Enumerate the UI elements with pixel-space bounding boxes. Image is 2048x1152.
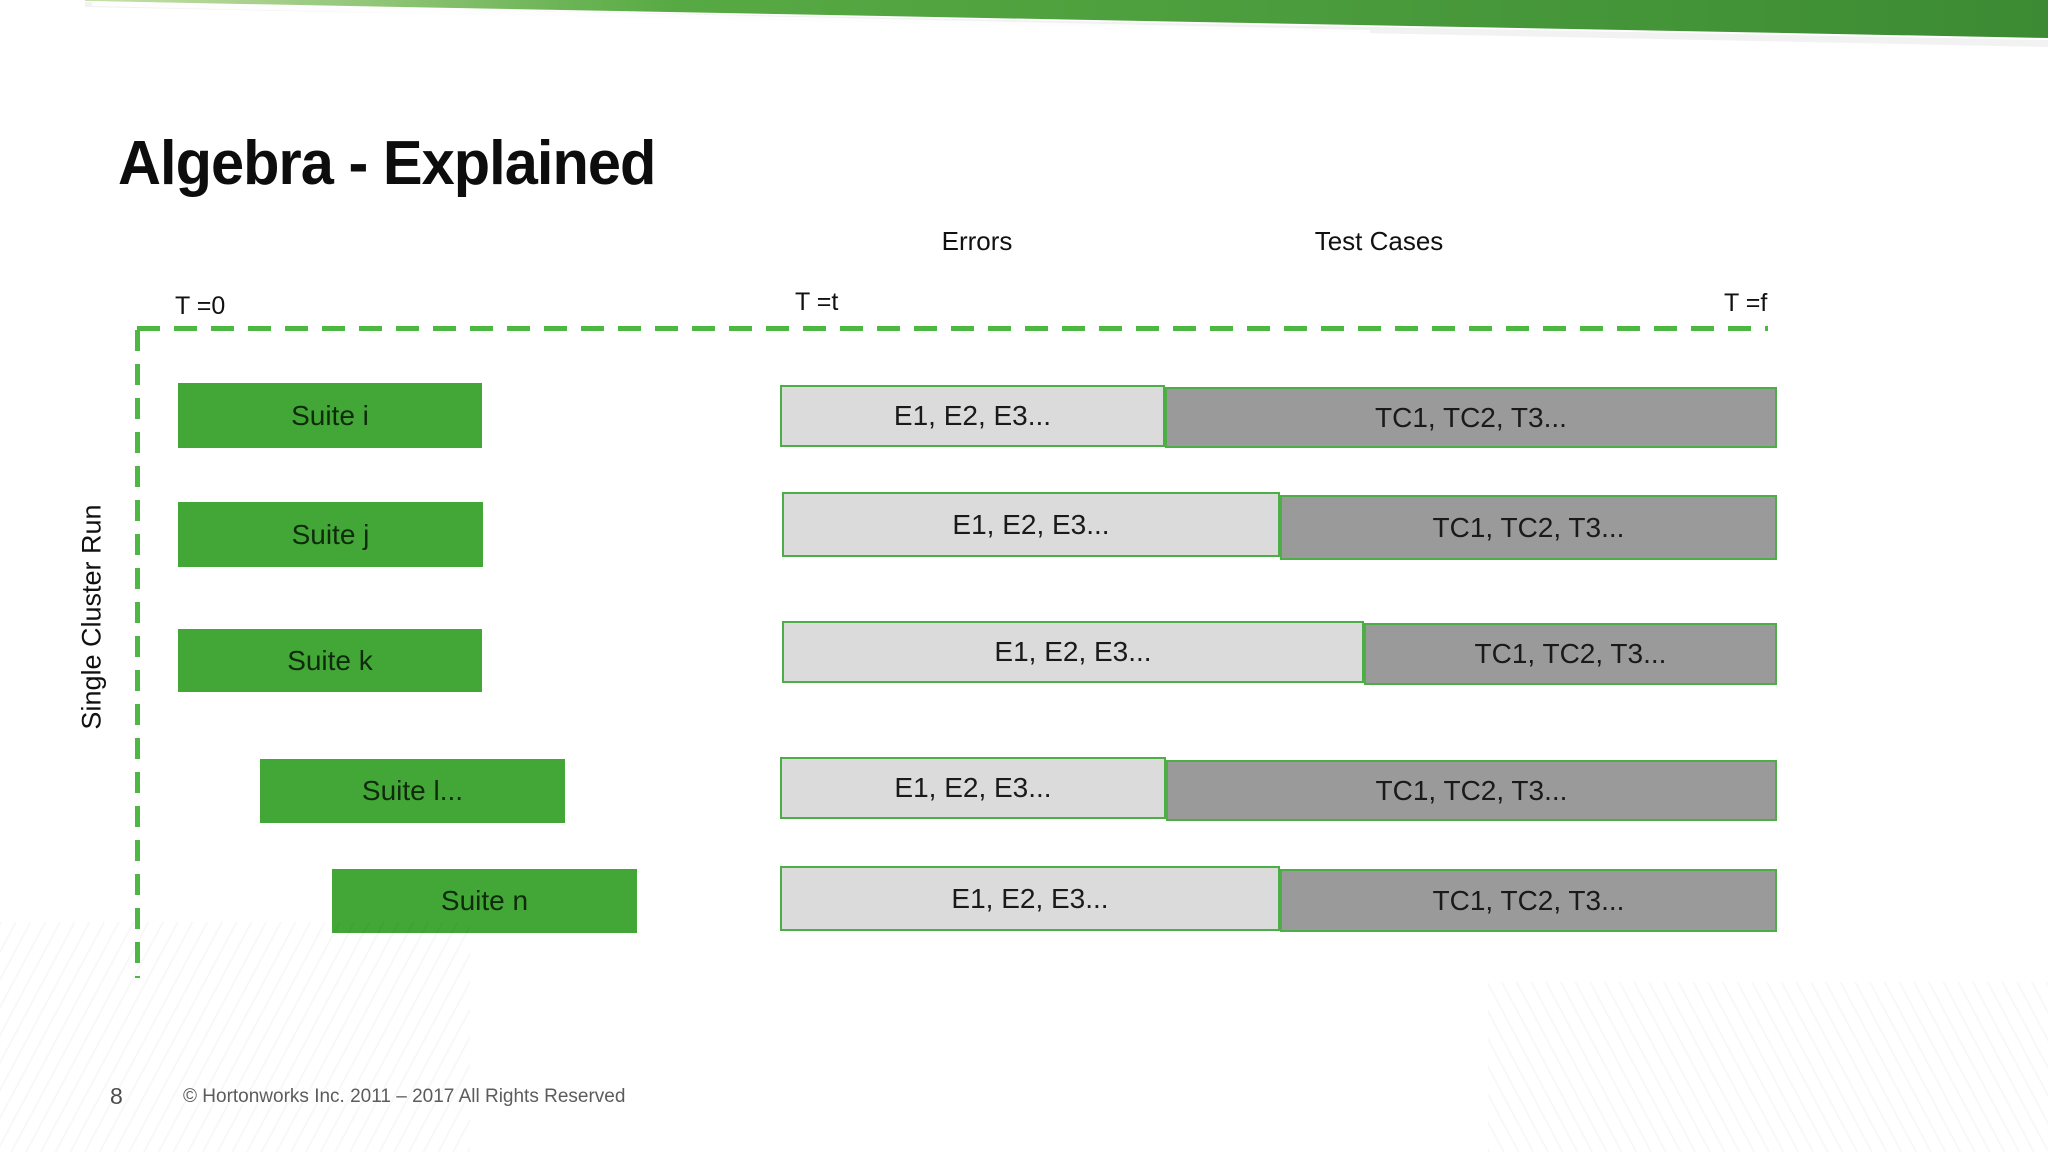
column-header-errors: Errors [941,226,1013,256]
top-banner-graphic [85,0,2048,47]
time-marker-start: T =0 [175,292,226,320]
test-cases-bar: TC1, TC2, T3... [1165,387,1777,448]
test-cases-bar: TC1, TC2, T3... [1280,869,1777,932]
errors-bar: E1, E2, E3... [782,621,1364,683]
corner-texture-bottom-left [0,922,470,1152]
timeline-left-dashed-line [135,330,140,978]
test-cases-bar: TC1, TC2, T3... [1166,760,1777,821]
errors-bar: E1, E2, E3... [780,385,1165,447]
suite-box: Suite n [332,869,637,933]
time-marker-end: T =f [1724,289,1768,317]
column-header-test-cases: Test Cases [1314,226,1444,256]
copyright-text: © Hortonworks Inc. 2011 – 2017 All Right… [183,1086,626,1107]
corner-texture-bottom-right [1488,982,2048,1152]
suite-box: Suite i [178,383,482,448]
slide-title: Algebra - Explained [118,128,656,198]
test-cases-bar: TC1, TC2, T3... [1364,623,1777,685]
test-cases-bar: TC1, TC2, T3... [1280,495,1777,560]
errors-bar: E1, E2, E3... [780,757,1166,819]
suite-box: Suite j [178,502,483,567]
errors-bar: E1, E2, E3... [780,866,1280,931]
cluster-run-axis-label: Single Cluster Run [76,504,107,730]
suite-box: Suite k [178,629,482,692]
time-marker-mid: T =t [795,288,839,316]
suite-box: Suite l... [260,759,565,823]
page-number: 8 [110,1083,123,1109]
errors-bar: E1, E2, E3... [782,492,1280,557]
timeline-top-dashed-line [137,326,1768,331]
